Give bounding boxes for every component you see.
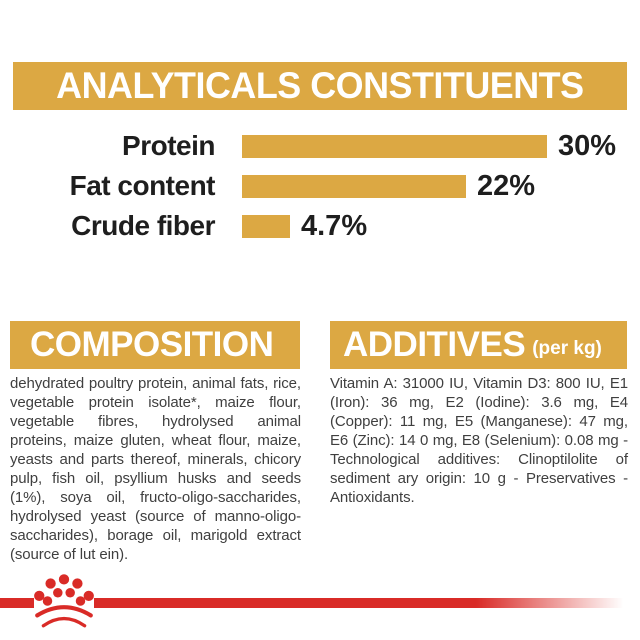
- chart-value-label: 30%: [558, 129, 617, 162]
- chart-value-label: 22%: [477, 169, 536, 202]
- chart-bar: [242, 214, 290, 238]
- chart-row: Crude fiber 4.7%: [0, 206, 640, 246]
- chart-bar: [242, 134, 547, 158]
- brand-stripe-right: [94, 598, 640, 608]
- brand-stripe-left: [0, 598, 34, 608]
- chart-row: Protein 30%: [0, 126, 640, 166]
- additives-header-bar: ADDITIVES (per kg): [330, 321, 627, 369]
- analyticals-header-bar: ANALYTICALS CONSTITUENTS: [13, 62, 627, 110]
- royal-canin-crown-icon: [34, 574, 94, 628]
- chart-value-label: 4.7%: [301, 209, 368, 242]
- chart-bar: [242, 174, 466, 198]
- composition-title: COMPOSITION: [30, 325, 274, 364]
- composition-text: dehydrated poultry protein, animal fats,…: [10, 375, 301, 563]
- crown-arcs: [35, 605, 93, 628]
- crown-dots: [34, 574, 94, 606]
- chart-category-label: Fat content: [69, 170, 216, 201]
- additives-title: ADDITIVES: [343, 325, 526, 364]
- additives-text: Vitamin A: 31000 IU, Vitamin D3: 800 IU,…: [330, 375, 628, 506]
- analyticals-title: ANALYTICALS CONSTITUENTS: [56, 65, 584, 106]
- additives-title-suffix: (per kg): [532, 338, 602, 359]
- chart-row: Fat content 22%: [0, 166, 640, 206]
- chart-category-label: Protein: [122, 130, 215, 161]
- composition-header-bar: COMPOSITION: [10, 321, 300, 369]
- analytical-constituents-chart: Protein 30% Fat content 22% Crude fiber 4.7%: [0, 126, 640, 246]
- chart-category-label: Crude fiber: [71, 210, 215, 241]
